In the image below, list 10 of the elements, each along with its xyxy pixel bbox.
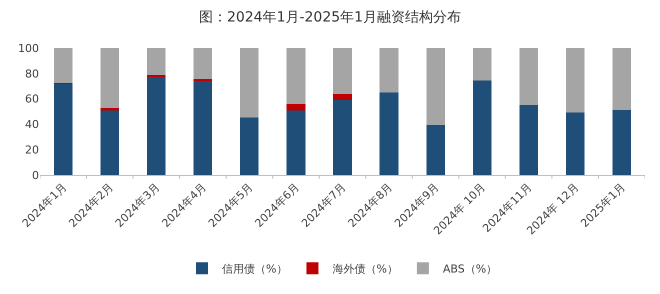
y-tick-label: 60 bbox=[25, 92, 39, 106]
y-tick-label: 20 bbox=[25, 143, 39, 156]
y-tick-label: 100 bbox=[18, 42, 39, 55]
y-tick-label: 80 bbox=[25, 67, 39, 80]
legend-label: ABS（%） bbox=[442, 262, 498, 276]
y-tick-label: 40 bbox=[25, 118, 39, 132]
chart-title: 图：2024年1月-2025年1月融资结构分布 bbox=[198, 10, 462, 26]
y-tick-label: 0 bbox=[32, 168, 39, 182]
legend-label: 信用债（%） bbox=[222, 262, 288, 276]
legend-label: 海外债（%） bbox=[332, 262, 398, 276]
